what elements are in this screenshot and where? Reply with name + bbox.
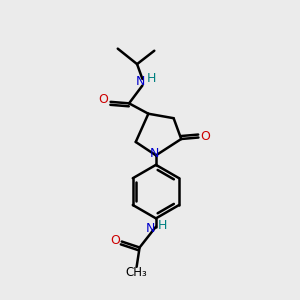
Text: N: N xyxy=(146,222,155,235)
Text: CH₃: CH₃ xyxy=(126,266,148,279)
Text: O: O xyxy=(98,93,108,106)
Text: H: H xyxy=(158,219,167,232)
Text: N: N xyxy=(136,75,146,88)
Text: H: H xyxy=(147,73,157,85)
Text: N: N xyxy=(150,147,159,161)
Text: O: O xyxy=(200,130,210,142)
Text: O: O xyxy=(110,234,120,247)
